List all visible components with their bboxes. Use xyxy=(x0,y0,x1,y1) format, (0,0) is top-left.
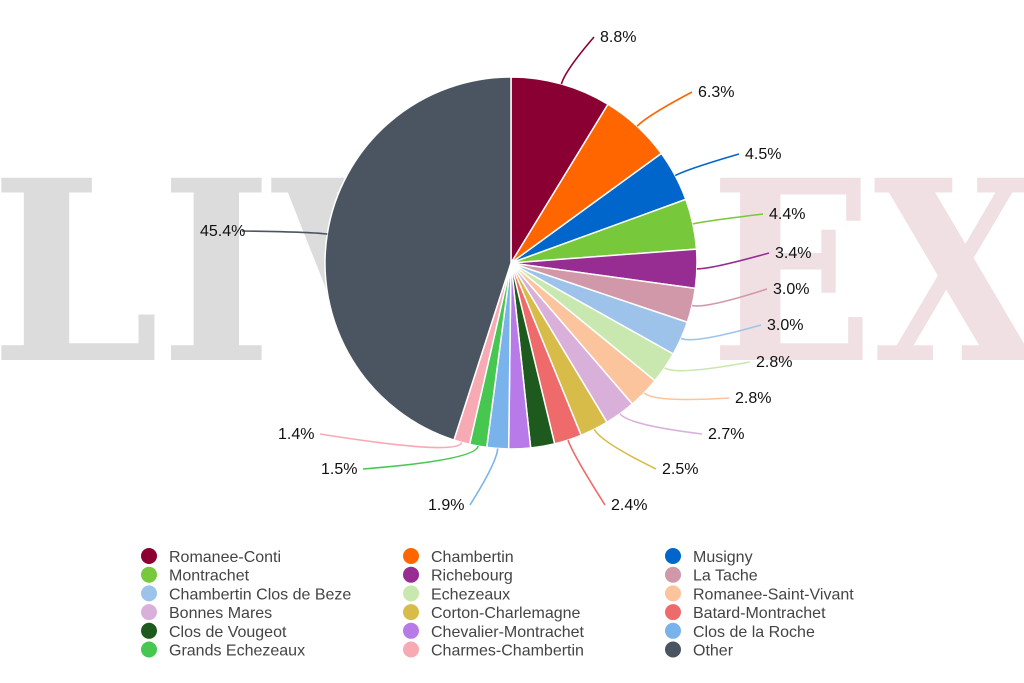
legend-label: Clos de Vougeot xyxy=(169,624,287,641)
legend-marker xyxy=(403,622,419,639)
legend-item-corton-charlemagne[interactable]: Corton-Charlemagne xyxy=(403,604,581,622)
legend-label: Montrachet xyxy=(169,568,250,585)
legend-label: Other xyxy=(693,643,734,660)
data-label-grands-echezeaux: 1.5% xyxy=(321,461,357,478)
legend-marker xyxy=(141,566,157,583)
leader-line-clos-de-la-roche xyxy=(469,448,499,506)
data-label-richebourg: 3.4% xyxy=(775,245,811,262)
legend-label: Romanee-Saint-Vivant xyxy=(693,586,854,603)
legend-marker xyxy=(403,566,419,583)
data-label-bonnes-mares: 2.7% xyxy=(708,426,744,443)
data-label-corton-charlemagne: 2.5% xyxy=(662,461,698,478)
leader-line-romanee-saint-vivant xyxy=(643,392,730,401)
slice-other[interactable] xyxy=(324,76,512,441)
data-labels: 8.8% 6.3% 4.5% 4.4% 3.4% 3.0% 3.0% 2.8% 2.8% 2.7%… xyxy=(200,29,811,514)
legend-label: Romanee-Conti xyxy=(169,549,281,566)
legend-item-charmes-chambertin[interactable]: Charmes-Chambertin xyxy=(403,641,584,660)
leader-line-echezeaux xyxy=(664,361,751,372)
data-label-musigny: 4.5% xyxy=(745,146,781,163)
legend-marker xyxy=(403,641,419,658)
legend-label: Batard-Montrachet xyxy=(693,605,826,622)
legend-marker xyxy=(141,622,157,639)
leader-line-other xyxy=(241,230,328,235)
leader-lines xyxy=(241,36,770,506)
leader-line-bonnes-mares xyxy=(619,413,703,435)
watermark-right-text: EX xyxy=(710,125,1024,419)
leader-line-corton-charlemagne xyxy=(593,428,657,470)
legend-marker xyxy=(403,585,419,602)
legend-label: Chambertin Clos de Beze xyxy=(169,586,351,603)
legend-label: Bonnes Mares xyxy=(169,605,272,622)
legend-marker xyxy=(665,641,681,658)
data-label-echezeaux: 2.8% xyxy=(756,354,792,371)
legend-item-batard-montrachet[interactable]: Batard-Montrachet xyxy=(665,604,826,622)
legend-marker xyxy=(141,548,157,564)
data-label-romanee-conti: 8.8% xyxy=(600,29,636,46)
legend-item-bonnes-mares[interactable]: Bonnes Mares xyxy=(141,604,272,622)
legend-item-other[interactable]: Other xyxy=(665,641,734,660)
leader-line-romanee-conti xyxy=(560,36,595,85)
legend-item-montrachet[interactable]: Montrachet xyxy=(141,566,250,585)
leader-line-chambertin xyxy=(636,91,693,127)
legend-item-musigny[interactable]: Musigny xyxy=(665,548,753,566)
legend-item-romanee-saint-vivant[interactable]: Romanee-Saint-Vivant xyxy=(665,585,854,603)
data-label-charmes-chambertin: 1.4% xyxy=(278,426,314,443)
leader-line-la-tache xyxy=(691,288,768,307)
legend-item-echezeaux[interactable]: Echezeaux xyxy=(403,585,510,603)
data-label-other: 45.4% xyxy=(200,223,245,240)
legend-label: Richebourg xyxy=(431,568,513,585)
data-label-batard-montrachet: 2.4% xyxy=(611,497,647,514)
leader-line-musigny xyxy=(674,153,740,177)
legend-marker xyxy=(141,585,157,602)
data-label-la-tache: 3.0% xyxy=(773,281,809,298)
legend-label: Corton-Charlemagne xyxy=(431,605,581,622)
legend-item-clos-de-vougeot[interactable]: Clos de Vougeot xyxy=(141,622,287,641)
legend-label: Chambertin xyxy=(431,549,514,566)
legend-item-chambertin-clos-de-beze[interactable]: Chambertin Clos de Beze xyxy=(141,585,351,603)
legend-marker xyxy=(665,622,681,639)
data-label-clos-de-la-roche: 1.9% xyxy=(428,497,464,514)
legend-marker xyxy=(141,604,157,621)
legend-item-chambertin[interactable]: Chambertin xyxy=(403,548,514,566)
legend-marker xyxy=(141,641,157,658)
legend-label: La Tache xyxy=(693,568,758,585)
leader-line-charmes-chambertin xyxy=(319,433,463,449)
leader-line-batard-montrachet xyxy=(567,439,606,506)
legend-marker xyxy=(665,548,681,564)
legend-label: Clos de la Roche xyxy=(693,624,815,641)
leader-line-montrachet xyxy=(692,213,764,225)
leader-line-chambertin-clos-de-beze xyxy=(680,324,762,341)
legend-label: Grands Echezeaux xyxy=(169,643,305,660)
legend-label: Echezeaux xyxy=(431,586,510,603)
legend-item-clos-de-la-roche[interactable]: Clos de la Roche xyxy=(665,622,815,641)
leader-line-grands-echezeaux xyxy=(362,445,479,470)
legend-marker xyxy=(403,548,419,564)
legend-item-la-tache[interactable]: La Tache xyxy=(665,566,758,585)
legend-label: Chevalier-Montrachet xyxy=(431,624,585,641)
legend-label: Charmes-Chambertin xyxy=(431,643,584,660)
legend-item-chevalier-montrachet[interactable]: Chevalier-Montrachet xyxy=(403,622,585,641)
legend-label: Musigny xyxy=(693,549,753,566)
leader-line-richebourg xyxy=(696,252,770,270)
data-label-romanee-saint-vivant: 2.8% xyxy=(735,390,771,407)
legend-marker xyxy=(665,566,681,583)
legend-marker xyxy=(665,585,681,602)
legend-item-richebourg[interactable]: Richebourg xyxy=(403,566,513,585)
legend-item-grands-echezeaux[interactable]: Grands Echezeaux xyxy=(141,641,305,660)
legend-marker xyxy=(665,604,681,621)
data-label-montrachet: 4.4% xyxy=(769,206,805,223)
slice-romanee-conti[interactable] xyxy=(510,76,610,266)
legend-item-romanee-conti[interactable]: Romanee-Conti xyxy=(141,548,281,566)
data-label-chambertin-clos-de-beze: 3.0% xyxy=(767,317,803,334)
legend: Romanee-Conti Chambertin Musigny Montrachet… xyxy=(141,548,854,660)
pie-slices xyxy=(324,76,698,450)
legend-marker xyxy=(403,604,419,621)
data-label-chambertin: 6.3% xyxy=(698,84,734,101)
